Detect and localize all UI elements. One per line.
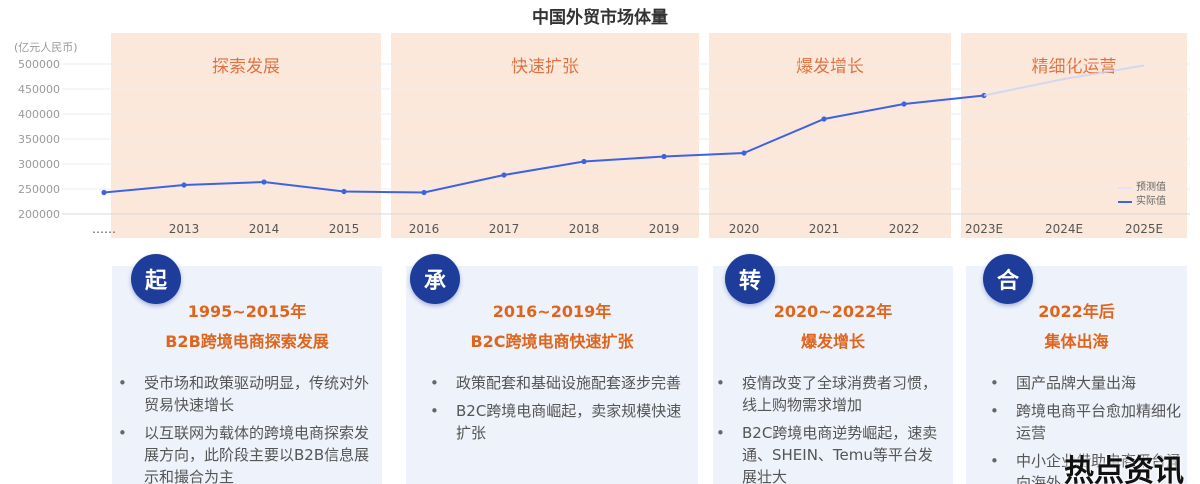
- card-3-date: 2020~2022年: [773, 302, 893, 321]
- card-1-date: 1995~2015年: [187, 302, 307, 321]
- legend-forecast-label: 预测值: [1136, 182, 1166, 193]
- legend-forecast: 预测值: [1118, 181, 1166, 195]
- phase-band-boom: [709, 33, 951, 238]
- phase-label-boom: 爆发增长: [796, 57, 864, 77]
- x-tick-label: 2014: [249, 222, 280, 236]
- card-2-date: 2016~2019年: [492, 302, 612, 321]
- y-tick-label: 200000: [18, 208, 60, 221]
- series-line-actual: [103, 94, 985, 194]
- x-tick-label: 2017: [489, 222, 520, 236]
- badge-zhuan: 转: [725, 254, 775, 304]
- phase-band-refine: [961, 33, 1187, 238]
- line-chart: (亿元人民币) 200000 250000 300000 350000 400000 450…: [14, 41, 1190, 236]
- watermark-text: 热点资讯: [1064, 454, 1184, 484]
- series-line-forecast: [983, 64, 1145, 97]
- x-tick-label: 2024E: [1045, 222, 1083, 236]
- y-tick-label: 500000: [18, 58, 60, 71]
- x-tick-label: 2021: [809, 222, 840, 236]
- chart-title: 中国外贸市场体量: [532, 8, 668, 28]
- y-tick-label: 300000: [18, 158, 60, 171]
- badge-cheng: 承: [410, 254, 460, 304]
- card-3-subtitle: 爆发增长: [800, 332, 865, 351]
- legend-forecast-swatch: [1118, 187, 1132, 189]
- x-tick-label: 2022: [889, 222, 920, 236]
- x-tick-label: 2016: [409, 222, 440, 236]
- chart-legend: 预测值 实际值: [1118, 181, 1166, 209]
- data-point: [181, 182, 187, 188]
- data-point: [741, 150, 747, 156]
- card-4-date: 2022年后: [1038, 302, 1115, 321]
- data-point: [821, 116, 827, 122]
- bullet: B2C跨境电商崛起，卖家规模快速扩张: [428, 400, 684, 444]
- bullet: 受市场和政策驱动明显，传统对外贸易快速增长: [116, 372, 372, 416]
- legend-actual-label: 实际值: [1136, 196, 1166, 207]
- card-3-bullets: 疫情改变了全球消费者习惯，线上购物需求增加 B2C跨境电商逆势崛起，速卖通、SH…: [714, 372, 946, 484]
- y-tick-label: 450000: [18, 83, 60, 96]
- bullet: 政策配套和基础设施配套逐步完善: [428, 372, 684, 394]
- phase-label-explore: 探索发展: [212, 57, 280, 77]
- phase-band-expand: [391, 33, 699, 238]
- data-point: [661, 153, 667, 160]
- phase-label-expand: 快速扩张: [511, 57, 579, 77]
- data-point: [901, 101, 907, 107]
- x-tick-label: 2020: [729, 222, 760, 236]
- x-tick-label: 2025E: [1125, 222, 1163, 236]
- legend-actual: 实际值: [1118, 195, 1166, 209]
- x-tick-label: 2019: [649, 222, 680, 236]
- bullet: 国产品牌大量出海: [988, 372, 1182, 394]
- data-point: [101, 189, 107, 196]
- data-point: [341, 188, 347, 195]
- data-point: [501, 172, 507, 178]
- bullet: 中小企业借助电商平台涌向海外: [988, 450, 1182, 484]
- phase-label-refine: 精细化运营: [1031, 57, 1117, 77]
- phase-band-explore: [111, 33, 381, 238]
- y-tick-label: 250000: [18, 183, 60, 196]
- data-point: [421, 189, 427, 196]
- x-tick-label: ……: [92, 222, 116, 236]
- x-tick-label: 2023E: [965, 222, 1003, 236]
- card-4-bullets: 国产品牌大量出海 跨境电商平台愈加精细化运营 中小企业借助电商平台涌向海外: [988, 372, 1182, 484]
- card-1-subtitle: B2B跨境电商探索发展: [165, 332, 329, 351]
- y-axis-unit-label: (亿元人民币): [14, 41, 78, 54]
- card-2-bullets: 政策配套和基础设施配套逐步完善 B2C跨境电商崛起，卖家规模快速扩张: [428, 372, 684, 450]
- x-tick-label: 2013: [169, 222, 200, 236]
- bullet: B2C跨境电商逆势崛起，速卖通、SHEIN、Temu等平台发展壮大: [714, 422, 946, 484]
- data-point: [261, 179, 267, 185]
- badge-qi: 起: [131, 254, 181, 304]
- bullet: 疫情改变了全球消费者习惯，线上购物需求增加: [714, 372, 946, 416]
- badge-he: 合: [983, 254, 1033, 304]
- x-tick-label: 2015: [329, 222, 360, 236]
- data-point: [581, 158, 587, 165]
- y-tick-label: 400000: [18, 108, 60, 121]
- legend-actual-swatch: [1118, 201, 1132, 203]
- card-1-bullets: 受市场和政策驱动明显，传统对外贸易快速增长 以互联网为载体的跨境电商探索发展方向…: [116, 372, 372, 484]
- x-tick-label: 2018: [569, 222, 600, 236]
- bullet: 跨境电商平台愈加精细化运营: [988, 400, 1182, 444]
- card-2-subtitle: B2C跨境电商快速扩张: [470, 332, 634, 351]
- bullet: 以互联网为载体的跨境电商探索发展方向，此阶段主要以B2B信息展示和撮合为主: [116, 422, 372, 484]
- y-tick-label: 350000: [18, 133, 60, 146]
- card-4-subtitle: 集体出海: [1044, 332, 1109, 351]
